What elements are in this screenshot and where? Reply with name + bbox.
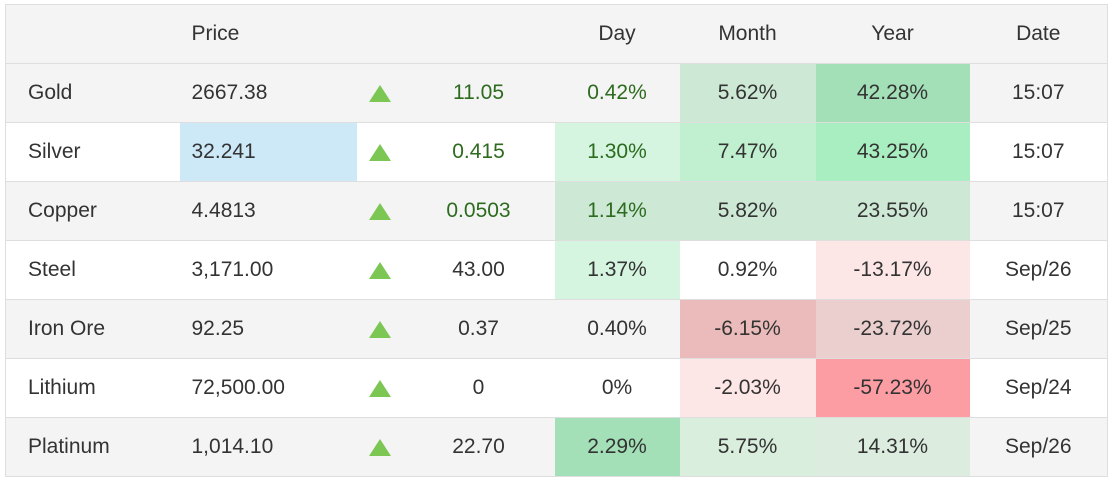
day-change-cell: 0% (554, 358, 680, 418)
table-row[interactable]: Silver 32.241 0.415 1.30% 7.47% 43.25% 15:07 (5, 122, 1108, 182)
table-row[interactable]: Gold 2667.38 11.05 0.42% 5.62% 42.28% 15:07 (5, 63, 1108, 123)
price-cell: 2667.38 (179, 63, 357, 123)
year-change-cell: -57.23% (815, 358, 970, 418)
year-change-cell: 43.25% (815, 122, 970, 182)
header-month[interactable]: Month (679, 4, 816, 64)
month-change-cell: 0.92% (679, 240, 816, 300)
up-arrow-icon (368, 202, 391, 220)
header-price[interactable]: Price (179, 4, 357, 64)
up-arrow-icon (368, 261, 391, 279)
header-change (402, 4, 555, 64)
price-cell: 1,014.10 (179, 417, 357, 477)
date-cell: Sep/24 (969, 358, 1108, 418)
trend-cell (356, 181, 403, 241)
trend-cell (356, 122, 403, 182)
price-cell: 72,500.00 (179, 358, 357, 418)
date-cell: 15:07 (969, 63, 1108, 123)
table-row[interactable]: Steel 3,171.00 43.00 1.37% 0.92% -13.17% Sep/2… (5, 240, 1108, 300)
table-row[interactable]: Iron Ore 92.25 0.37 0.40% -6.15% -23.72% Sep/2… (5, 299, 1108, 359)
trend-cell (356, 417, 403, 477)
up-arrow-icon (368, 143, 391, 161)
up-arrow-icon (368, 84, 391, 102)
day-change-cell: 0.40% (554, 299, 680, 359)
date-cell: Sep/26 (969, 417, 1108, 477)
table-row[interactable]: Copper 4.4813 0.0503 1.14% 5.82% 23.55% 15:07 (5, 181, 1108, 241)
change-cell: 0 (402, 358, 555, 418)
price-cell: 92.25 (179, 299, 357, 359)
month-change-cell: 5.62% (679, 63, 816, 123)
year-change-cell: 14.31% (815, 417, 970, 477)
table-header-row: Price Day Month Year Date (5, 4, 1108, 64)
month-change-cell: 7.47% (679, 122, 816, 182)
commodity-name-link[interactable]: Silver (5, 122, 180, 182)
month-change-cell: 5.82% (679, 181, 816, 241)
price-cell: 4.4813 (179, 181, 357, 241)
header-arrow (356, 4, 403, 64)
trend-cell (356, 240, 403, 300)
day-change-cell: 1.14% (554, 181, 680, 241)
up-arrow-icon (368, 320, 391, 338)
change-cell: 0.37 (402, 299, 555, 359)
up-arrow-icon (368, 379, 391, 397)
table-row[interactable]: Lithium 72,500.00 0 0% -2.03% -57.23% Sep/24 (5, 358, 1108, 418)
month-change-cell: -6.15% (679, 299, 816, 359)
change-cell: 0.415 (402, 122, 555, 182)
header-date[interactable]: Date (969, 4, 1108, 64)
commodities-table: Price Day Month Year Date Gold 2667.38 11.… (5, 4, 1108, 477)
year-change-cell: 42.28% (815, 63, 970, 123)
price-cell: 32.241 (179, 122, 357, 182)
year-change-cell: -13.17% (815, 240, 970, 300)
date-cell: 15:07 (969, 181, 1108, 241)
year-change-cell: 23.55% (815, 181, 970, 241)
change-cell: 0.0503 (402, 181, 555, 241)
change-cell: 22.70 (402, 417, 555, 477)
header-day[interactable]: Day (554, 4, 680, 64)
commodity-name-link[interactable]: Lithium (5, 358, 180, 418)
commodities-table-wrapper: Price Day Month Year Date Gold 2667.38 11.… (5, 4, 1108, 477)
header-year[interactable]: Year (815, 4, 970, 64)
month-change-cell: 5.75% (679, 417, 816, 477)
day-change-cell: 1.30% (554, 122, 680, 182)
change-cell: 43.00 (402, 240, 555, 300)
commodity-name-link[interactable]: Iron Ore (5, 299, 180, 359)
date-cell: Sep/25 (969, 299, 1108, 359)
commodity-name-link[interactable]: Platinum (5, 417, 180, 477)
date-cell: Sep/26 (969, 240, 1108, 300)
year-change-cell: -23.72% (815, 299, 970, 359)
commodity-name-link[interactable]: Copper (5, 181, 180, 241)
commodity-name-link[interactable]: Gold (5, 63, 180, 123)
price-cell: 3,171.00 (179, 240, 357, 300)
day-change-cell: 2.29% (554, 417, 680, 477)
day-change-cell: 1.37% (554, 240, 680, 300)
month-change-cell: -2.03% (679, 358, 816, 418)
header-name (5, 4, 180, 64)
trend-cell (356, 358, 403, 418)
date-cell: 15:07 (969, 122, 1108, 182)
change-cell: 11.05 (402, 63, 555, 123)
trend-cell (356, 63, 403, 123)
commodity-name-link[interactable]: Steel (5, 240, 180, 300)
trend-cell (356, 299, 403, 359)
up-arrow-icon (368, 438, 391, 456)
day-change-cell: 0.42% (554, 63, 680, 123)
table-row[interactable]: Platinum 1,014.10 22.70 2.29% 5.75% 14.31% Sep… (5, 417, 1108, 477)
